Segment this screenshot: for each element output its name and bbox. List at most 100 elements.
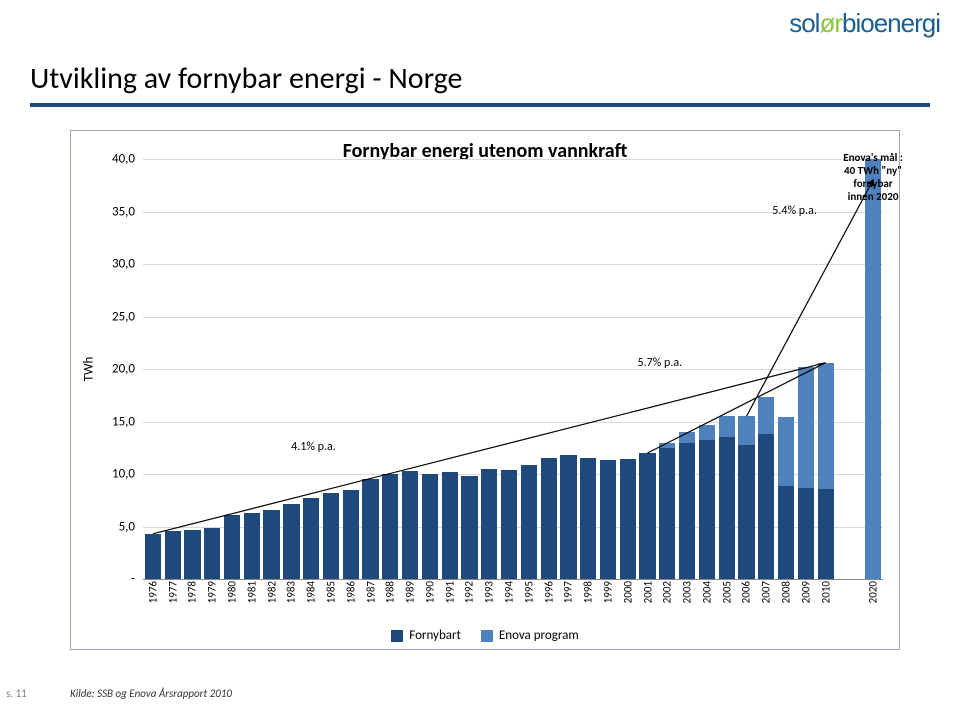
bar-seg-fornybart bbox=[738, 445, 754, 579]
bar-seg-fornybart bbox=[620, 459, 636, 579]
legend: Fornybart Enova program bbox=[71, 628, 899, 643]
bar-seg-fornybart bbox=[580, 458, 596, 579]
y-tick-label: 10,0 bbox=[112, 467, 135, 482]
brand-logo: solørbioenergi bbox=[789, 8, 940, 39]
plot-area: TWh -5,010,015,020,025,030,035,040,0 Eno… bbox=[143, 159, 883, 579]
bar-seg-fornybart bbox=[382, 474, 398, 579]
x-tick-label: 2010 bbox=[819, 581, 832, 603]
bar-2007 bbox=[758, 397, 774, 579]
bar-seg-fornybart bbox=[481, 469, 497, 579]
bar-1990 bbox=[422, 474, 438, 579]
bar-seg-fornybart bbox=[541, 458, 557, 579]
page-title-row: Utvikling av fornybar energi - Norge bbox=[30, 60, 930, 107]
legend-item-fornybart: Fornybart bbox=[391, 628, 461, 643]
logo-part-2: ør bbox=[819, 8, 842, 38]
bar-1984 bbox=[303, 498, 319, 579]
bar-seg-fornybart bbox=[422, 474, 438, 579]
chart-frame: Fornybar energi utenom vannkraft TWh -5,… bbox=[70, 130, 900, 650]
x-tick-label: 2004 bbox=[700, 581, 713, 603]
y-tick-label: 20,0 bbox=[112, 362, 135, 377]
bar-2008 bbox=[778, 417, 794, 579]
x-tick-label: 1997 bbox=[562, 581, 575, 603]
bar-1999 bbox=[600, 460, 616, 579]
bar-seg-fornybart bbox=[521, 465, 537, 579]
x-tick-label: 2008 bbox=[780, 581, 793, 603]
x-tick-label: 2005 bbox=[720, 581, 733, 603]
bar-2009 bbox=[798, 367, 814, 579]
bar-seg-fornybart bbox=[699, 440, 715, 579]
x-tick-label: 2007 bbox=[760, 581, 773, 603]
x-tick-label: 1993 bbox=[483, 581, 496, 603]
bar-seg-fornybart bbox=[659, 448, 675, 579]
logo-part-1: sol bbox=[789, 8, 819, 38]
annotation: 4.1% p.a. bbox=[291, 440, 336, 454]
x-tick-label: 1989 bbox=[404, 581, 417, 603]
x-tick-label: 1994 bbox=[503, 581, 516, 603]
bar-seg-fornybart bbox=[679, 443, 695, 580]
x-tick-label: 1990 bbox=[423, 581, 436, 603]
x-axis-labels: 1976197719781979198019811982198319841985… bbox=[143, 579, 883, 619]
y-tick-label: 40,0 bbox=[112, 152, 135, 167]
y-tick-label: 35,0 bbox=[112, 204, 135, 219]
bar-seg-enova bbox=[738, 416, 754, 444]
bar-1996 bbox=[541, 458, 557, 579]
bar-seg-fornybart bbox=[442, 472, 458, 579]
x-tick-label: 1978 bbox=[186, 581, 199, 603]
bar-2002 bbox=[659, 443, 675, 580]
y-axis-title: TWh bbox=[82, 357, 97, 382]
x-tick-label: 1991 bbox=[443, 581, 456, 603]
y-tick-label: 30,0 bbox=[112, 257, 135, 272]
bar-2005 bbox=[719, 416, 735, 579]
bar-seg-fornybart bbox=[501, 470, 517, 579]
bar-1989 bbox=[402, 471, 418, 579]
x-tick-label: 2006 bbox=[740, 581, 753, 603]
bar-seg-enova bbox=[865, 159, 881, 579]
logo-part-3: bioenergi bbox=[842, 8, 940, 38]
x-tick-label: 1985 bbox=[324, 581, 337, 603]
x-tick-label: 1983 bbox=[285, 581, 298, 603]
page-title: Utvikling av fornybar energi - Norge bbox=[30, 60, 930, 97]
bar-1991 bbox=[442, 472, 458, 579]
bar-1994 bbox=[501, 470, 517, 579]
bar-seg-fornybart bbox=[224, 515, 240, 579]
x-tick-label: 1986 bbox=[344, 581, 357, 603]
bars-layer bbox=[143, 159, 883, 579]
bar-seg-fornybart bbox=[303, 498, 319, 579]
x-tick-label: 1976 bbox=[146, 581, 159, 603]
x-tick-label: 1988 bbox=[384, 581, 397, 603]
y-tick-label: 5,0 bbox=[119, 519, 135, 534]
bar-seg-fornybart bbox=[600, 460, 616, 579]
y-tick-label: 25,0 bbox=[112, 309, 135, 324]
bar-1979 bbox=[204, 528, 220, 579]
bar-2003 bbox=[679, 432, 695, 579]
annotation: Enova's mål :40 TWh "ny"fornybarinnen 20… bbox=[843, 151, 903, 204]
bar-1985 bbox=[323, 493, 339, 579]
bar-seg-fornybart bbox=[343, 490, 359, 579]
bar-seg-fornybart bbox=[719, 437, 735, 579]
bar-1980 bbox=[224, 515, 240, 579]
legend-swatch-fornybart bbox=[391, 630, 403, 642]
bar-seg-enova bbox=[699, 425, 715, 441]
bar-seg-fornybart bbox=[184, 530, 200, 579]
bar-1981 bbox=[244, 513, 260, 579]
bar-seg-enova bbox=[818, 363, 834, 489]
bar-seg-enova bbox=[679, 432, 695, 443]
bar-2010 bbox=[818, 363, 834, 579]
x-tick-label: 2001 bbox=[641, 581, 654, 603]
bar-1986 bbox=[343, 490, 359, 579]
bar-seg-fornybart bbox=[323, 493, 339, 579]
bar-seg-fornybart bbox=[798, 488, 814, 579]
bar-1983 bbox=[283, 504, 299, 579]
bar-2006 bbox=[738, 416, 754, 579]
x-tick-label: 1996 bbox=[542, 581, 555, 603]
bar-seg-enova bbox=[778, 417, 794, 485]
bar-2000 bbox=[620, 459, 636, 579]
x-tick-label: 2009 bbox=[799, 581, 812, 603]
bar-1993 bbox=[481, 469, 497, 579]
bar-1978 bbox=[184, 530, 200, 579]
x-tick-label: 1984 bbox=[305, 581, 318, 603]
bar-2020 bbox=[865, 159, 881, 579]
bar-1998 bbox=[580, 458, 596, 579]
y-tick-label: 15,0 bbox=[112, 414, 135, 429]
bar-1977 bbox=[165, 531, 181, 579]
